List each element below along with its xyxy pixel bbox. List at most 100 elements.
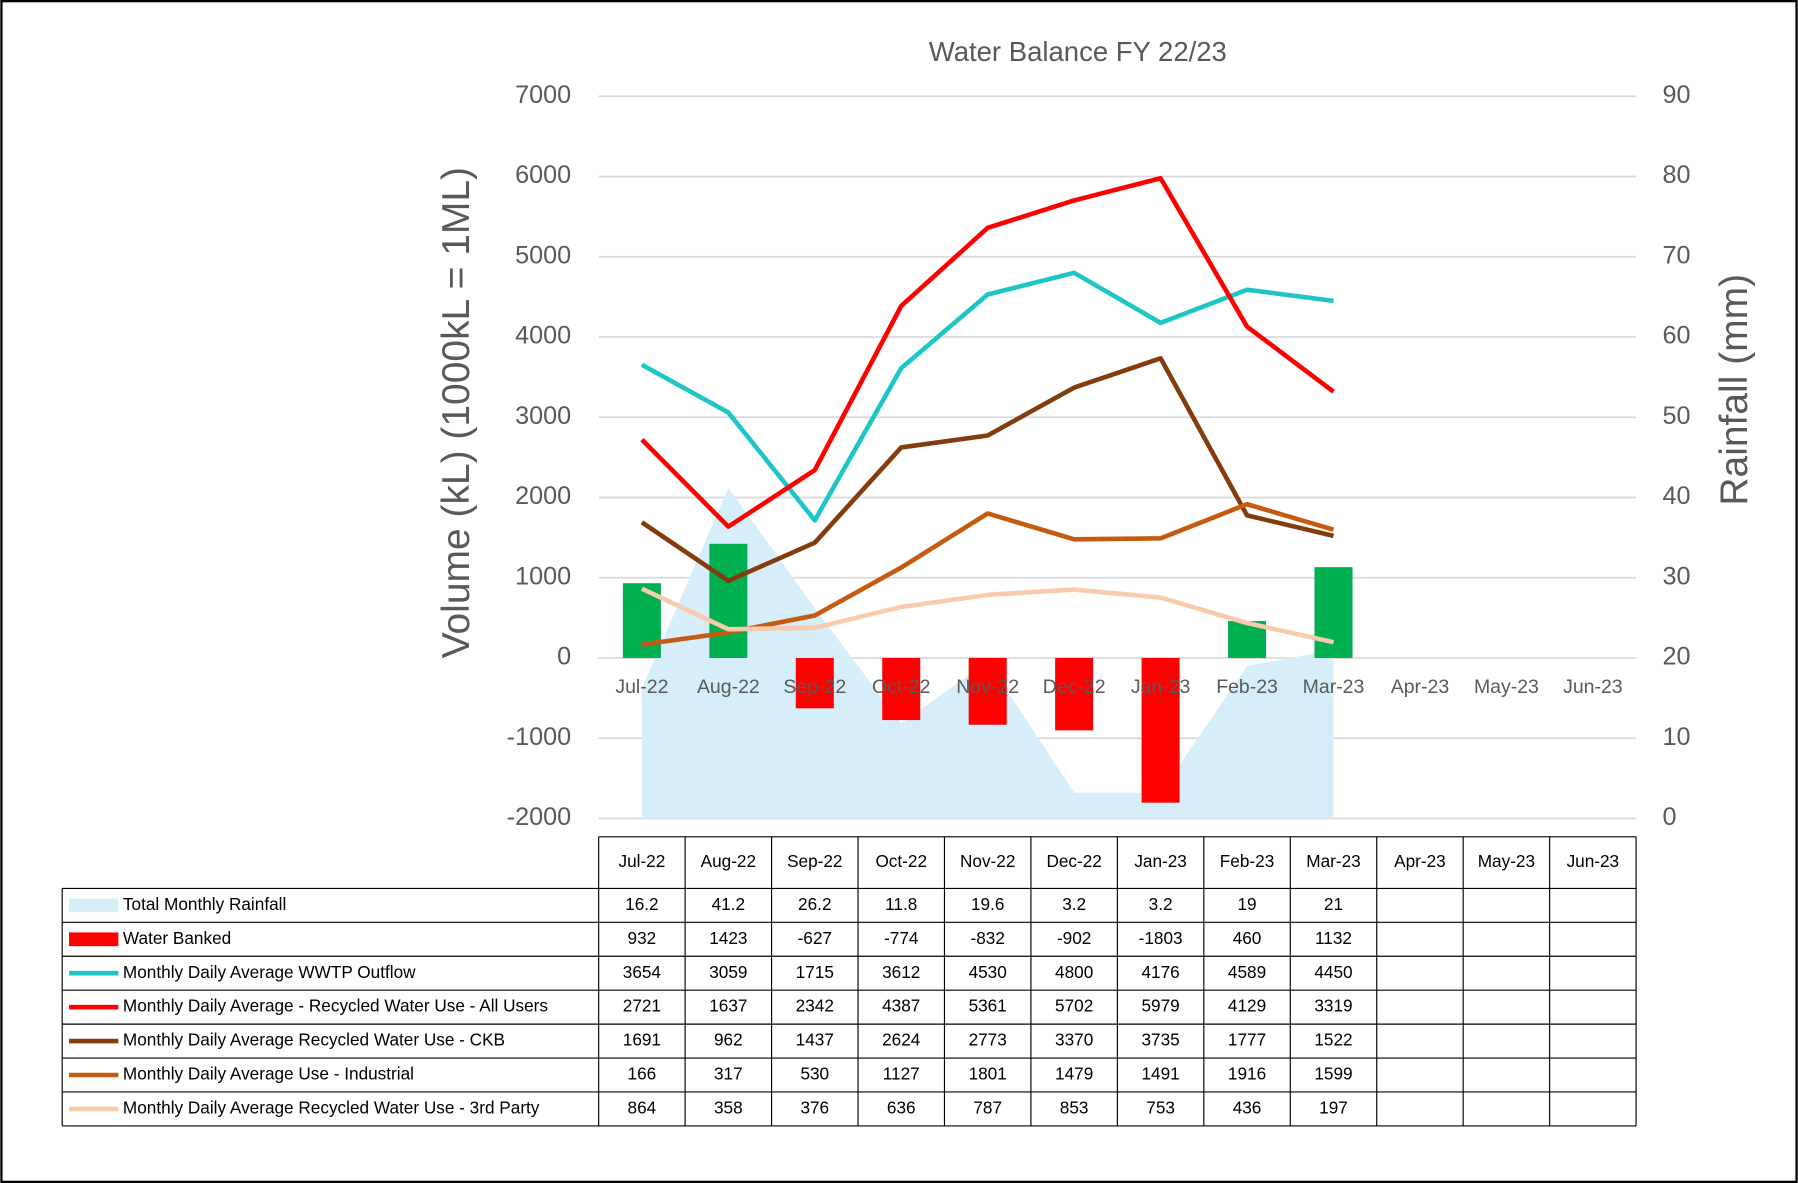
y2-tick-label: 0 [1662, 803, 1676, 831]
legend-label: Total Monthly Rainfall [123, 894, 286, 914]
x-tick-label: Jan-23 [1131, 676, 1191, 698]
grid: -2000 -1000 0 1000 2000 3000 4000 5000 6000 7000 0… [507, 81, 1691, 831]
y-tick-label: -1000 [507, 723, 571, 751]
y-tick-label: 5000 [515, 241, 571, 269]
legend-label: Monthly Daily Average Recycled Water Use… [123, 1030, 505, 1050]
table-value: 1637 [709, 996, 747, 1016]
table-header: Apr-23 [1394, 851, 1446, 871]
table-value: 1479 [1055, 1064, 1093, 1084]
data-table: Jul-22 Aug-22 Sep-22 Oct-22 Nov-22 Dec-22 Jan-… [61, 836, 1637, 1127]
line [640, 355, 1335, 584]
legend-label: Monthly Daily Average WWTP Outflow [123, 962, 416, 982]
table-value: 1715 [796, 962, 834, 982]
line [640, 175, 1335, 529]
table-header: May-23 [1478, 851, 1535, 871]
table-value: 4129 [1228, 996, 1266, 1016]
table-value: 1132 [1315, 928, 1352, 948]
table-value: 3370 [1055, 1030, 1093, 1050]
x-tick-label: Jul-22 [615, 676, 668, 698]
y-tick-label: 4000 [515, 322, 571, 350]
table-value: 436 [1233, 1097, 1262, 1117]
table-value: 197 [1319, 1097, 1348, 1117]
table-value: 1437 [796, 1030, 834, 1050]
table-value: 1522 [1314, 1030, 1352, 1050]
y2-tick-label: 20 [1662, 643, 1690, 671]
y2-tick-label: 10 [1662, 723, 1690, 751]
table-value: 2624 [882, 1030, 921, 1050]
table-value: -627 [798, 928, 832, 948]
table-value: 4589 [1228, 962, 1266, 982]
legend-label: Monthly Daily Average Recycled Water Use… [123, 1097, 540, 1117]
y-tick-label: -2000 [507, 803, 571, 831]
table-value: -902 [1057, 928, 1091, 948]
y2-axis-title: Rainfall (mm) [1713, 274, 1756, 506]
table-value: 3319 [1314, 996, 1352, 1016]
y-axis-title: Volume (kL) (1000kL = 1ML) [435, 167, 478, 658]
table-value: 166 [628, 1064, 657, 1084]
chart-title: Water Balance FY 22/23 [929, 36, 1227, 67]
table-value: 1916 [1228, 1064, 1266, 1084]
table-value: 530 [800, 1064, 829, 1084]
table-header: Oct-22 [875, 851, 927, 871]
table-value: 41.2 [712, 894, 745, 914]
table-value: -774 [884, 928, 919, 948]
table-value: 3654 [623, 962, 662, 982]
y-tick-label: 0 [557, 643, 571, 671]
table-value: 3735 [1141, 1030, 1179, 1050]
y2-tick-label: 40 [1662, 482, 1690, 510]
x-tick-label: Sep-22 [783, 676, 846, 698]
y2-tick-label: 50 [1662, 402, 1690, 430]
bar [1055, 657, 1094, 731]
table-value: 317 [714, 1064, 743, 1084]
table-value: 3.2 [1149, 894, 1173, 914]
table-value: 2773 [969, 1030, 1007, 1050]
table-value: 2721 [623, 996, 661, 1016]
table-value: 460 [1233, 928, 1262, 948]
table-header: Dec-22 [1046, 851, 1101, 871]
table-value: 19.6 [971, 894, 1004, 914]
y-tick-label: 2000 [515, 482, 571, 510]
table-value: 26.2 [798, 894, 831, 914]
table-value: 4450 [1314, 962, 1352, 982]
table-value: 16.2 [625, 894, 658, 914]
table-header: Jun-23 [1567, 851, 1620, 871]
table-header: Feb-23 [1220, 851, 1274, 871]
line [640, 270, 1334, 523]
table-value: -832 [970, 928, 1004, 948]
x-tick-label: Dec-22 [1043, 676, 1106, 698]
legend-key [69, 932, 119, 947]
table-value: 1599 [1314, 1064, 1352, 1084]
y-tick-label: 6000 [515, 161, 571, 189]
table-value: 21 [1324, 894, 1343, 914]
legend-label: Monthly Daily Average - Recycled Water U… [123, 996, 548, 1016]
y2-tick-label: 80 [1662, 161, 1690, 189]
x-tick-label: Jun-23 [1563, 676, 1623, 698]
table-header: Aug-22 [701, 851, 756, 871]
table-header: Nov-22 [960, 851, 1015, 871]
legend-label: Water Banked [123, 928, 231, 948]
table-value: 5979 [1141, 996, 1179, 1016]
y2-tick-label: 70 [1662, 241, 1690, 269]
bar [882, 657, 921, 721]
table-value: 1127 [883, 1064, 920, 1084]
x-tick-label: Apr-23 [1391, 676, 1449, 698]
table-value: 1691 [623, 1030, 661, 1050]
x-tick-label: Nov-22 [956, 676, 1019, 698]
table-value: 4176 [1141, 962, 1179, 982]
legend-key [69, 898, 119, 913]
table-value: 5361 [969, 996, 1007, 1016]
rainfall-area [641, 487, 1334, 819]
table-value: 358 [714, 1097, 743, 1117]
table-value: 3059 [709, 962, 747, 982]
table-value: 1491 [1141, 1064, 1179, 1084]
table-header: Jan-23 [1134, 851, 1187, 871]
table-header: Sep-22 [787, 851, 842, 871]
table-value: 5702 [1055, 996, 1093, 1016]
table-value: 1777 [1228, 1030, 1266, 1050]
table-value: 4387 [882, 996, 920, 1016]
bar [795, 657, 834, 709]
legend-label: Monthly Daily Average Use - Industrial [123, 1064, 414, 1084]
plot-area: Jul-22 Aug-22 Sep-22 Oct-22 Nov-22 Dec-22 Jan-… [615, 175, 1623, 819]
